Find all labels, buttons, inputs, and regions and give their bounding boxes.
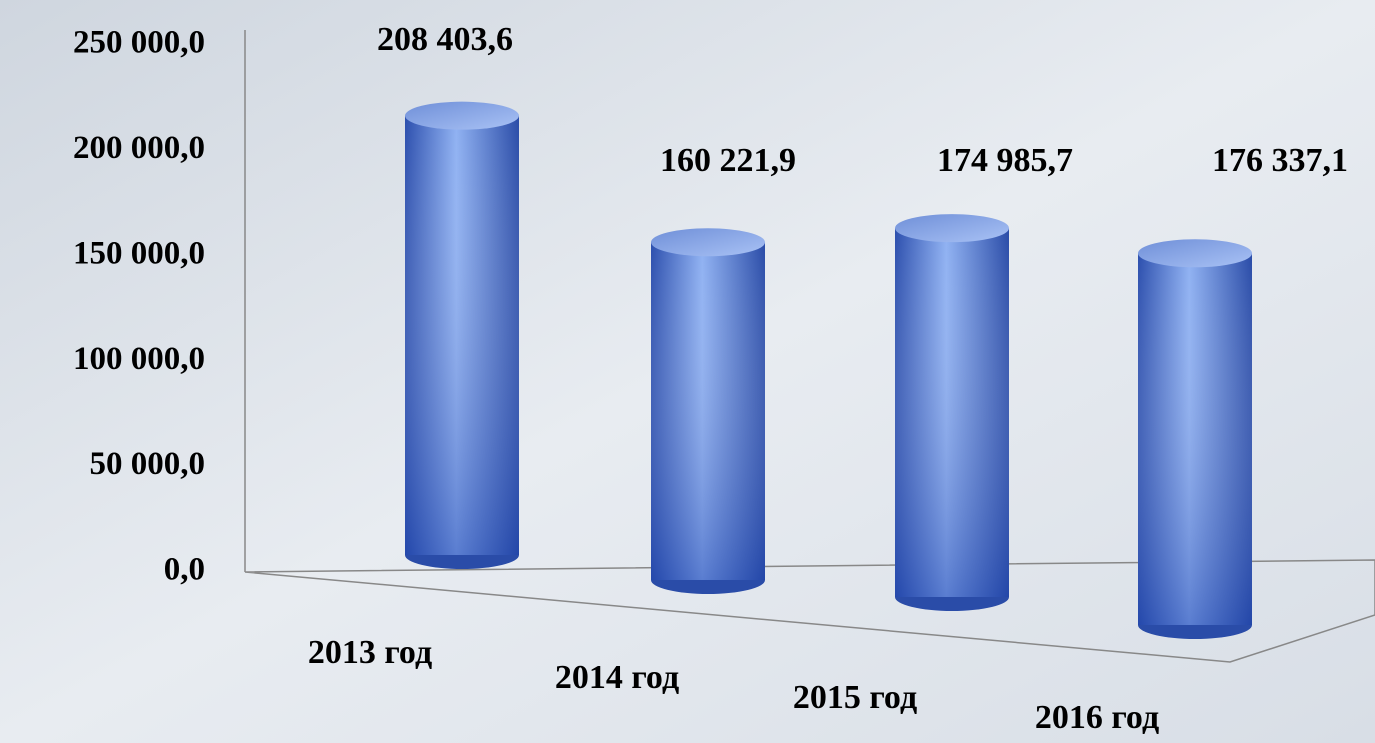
bar-shade <box>895 228 1009 597</box>
bar-top <box>1138 239 1252 267</box>
bar-shade <box>405 116 519 555</box>
bar-top <box>895 214 1009 242</box>
value-label: 174 985,7 <box>937 142 1073 179</box>
y-tick-label: 150 000,0 <box>73 235 205 271</box>
y-tick-label: 50 000,0 <box>90 446 206 482</box>
x-tick-label: 2014 год <box>555 659 679 696</box>
bar-shade <box>651 242 765 580</box>
y-tick-label: 200 000,0 <box>73 130 205 166</box>
y-tick-label: 100 000,0 <box>73 341 205 377</box>
x-tick-label: 2016 год <box>1035 699 1159 736</box>
value-label: 208 403,6 <box>377 21 513 58</box>
chart: 0,0 50 000,0 100 000,0 150 000,0 200 000,0 25… <box>0 0 1375 743</box>
value-label: 160 221,9 <box>660 142 796 179</box>
bar-top <box>405 102 519 130</box>
bar-shade <box>1138 253 1252 625</box>
x-tick-label: 2013 год <box>308 634 432 671</box>
bar-top <box>651 228 765 256</box>
y-tick-label: 250 000,0 <box>73 25 205 61</box>
x-tick-label: 2015 год <box>793 679 917 716</box>
page: 0,0 50 000,0 100 000,0 150 000,0 200 000,0 25… <box>0 0 1375 743</box>
value-label: 176 337,1 <box>1212 142 1348 179</box>
y-tick-label: 0,0 <box>164 552 205 588</box>
